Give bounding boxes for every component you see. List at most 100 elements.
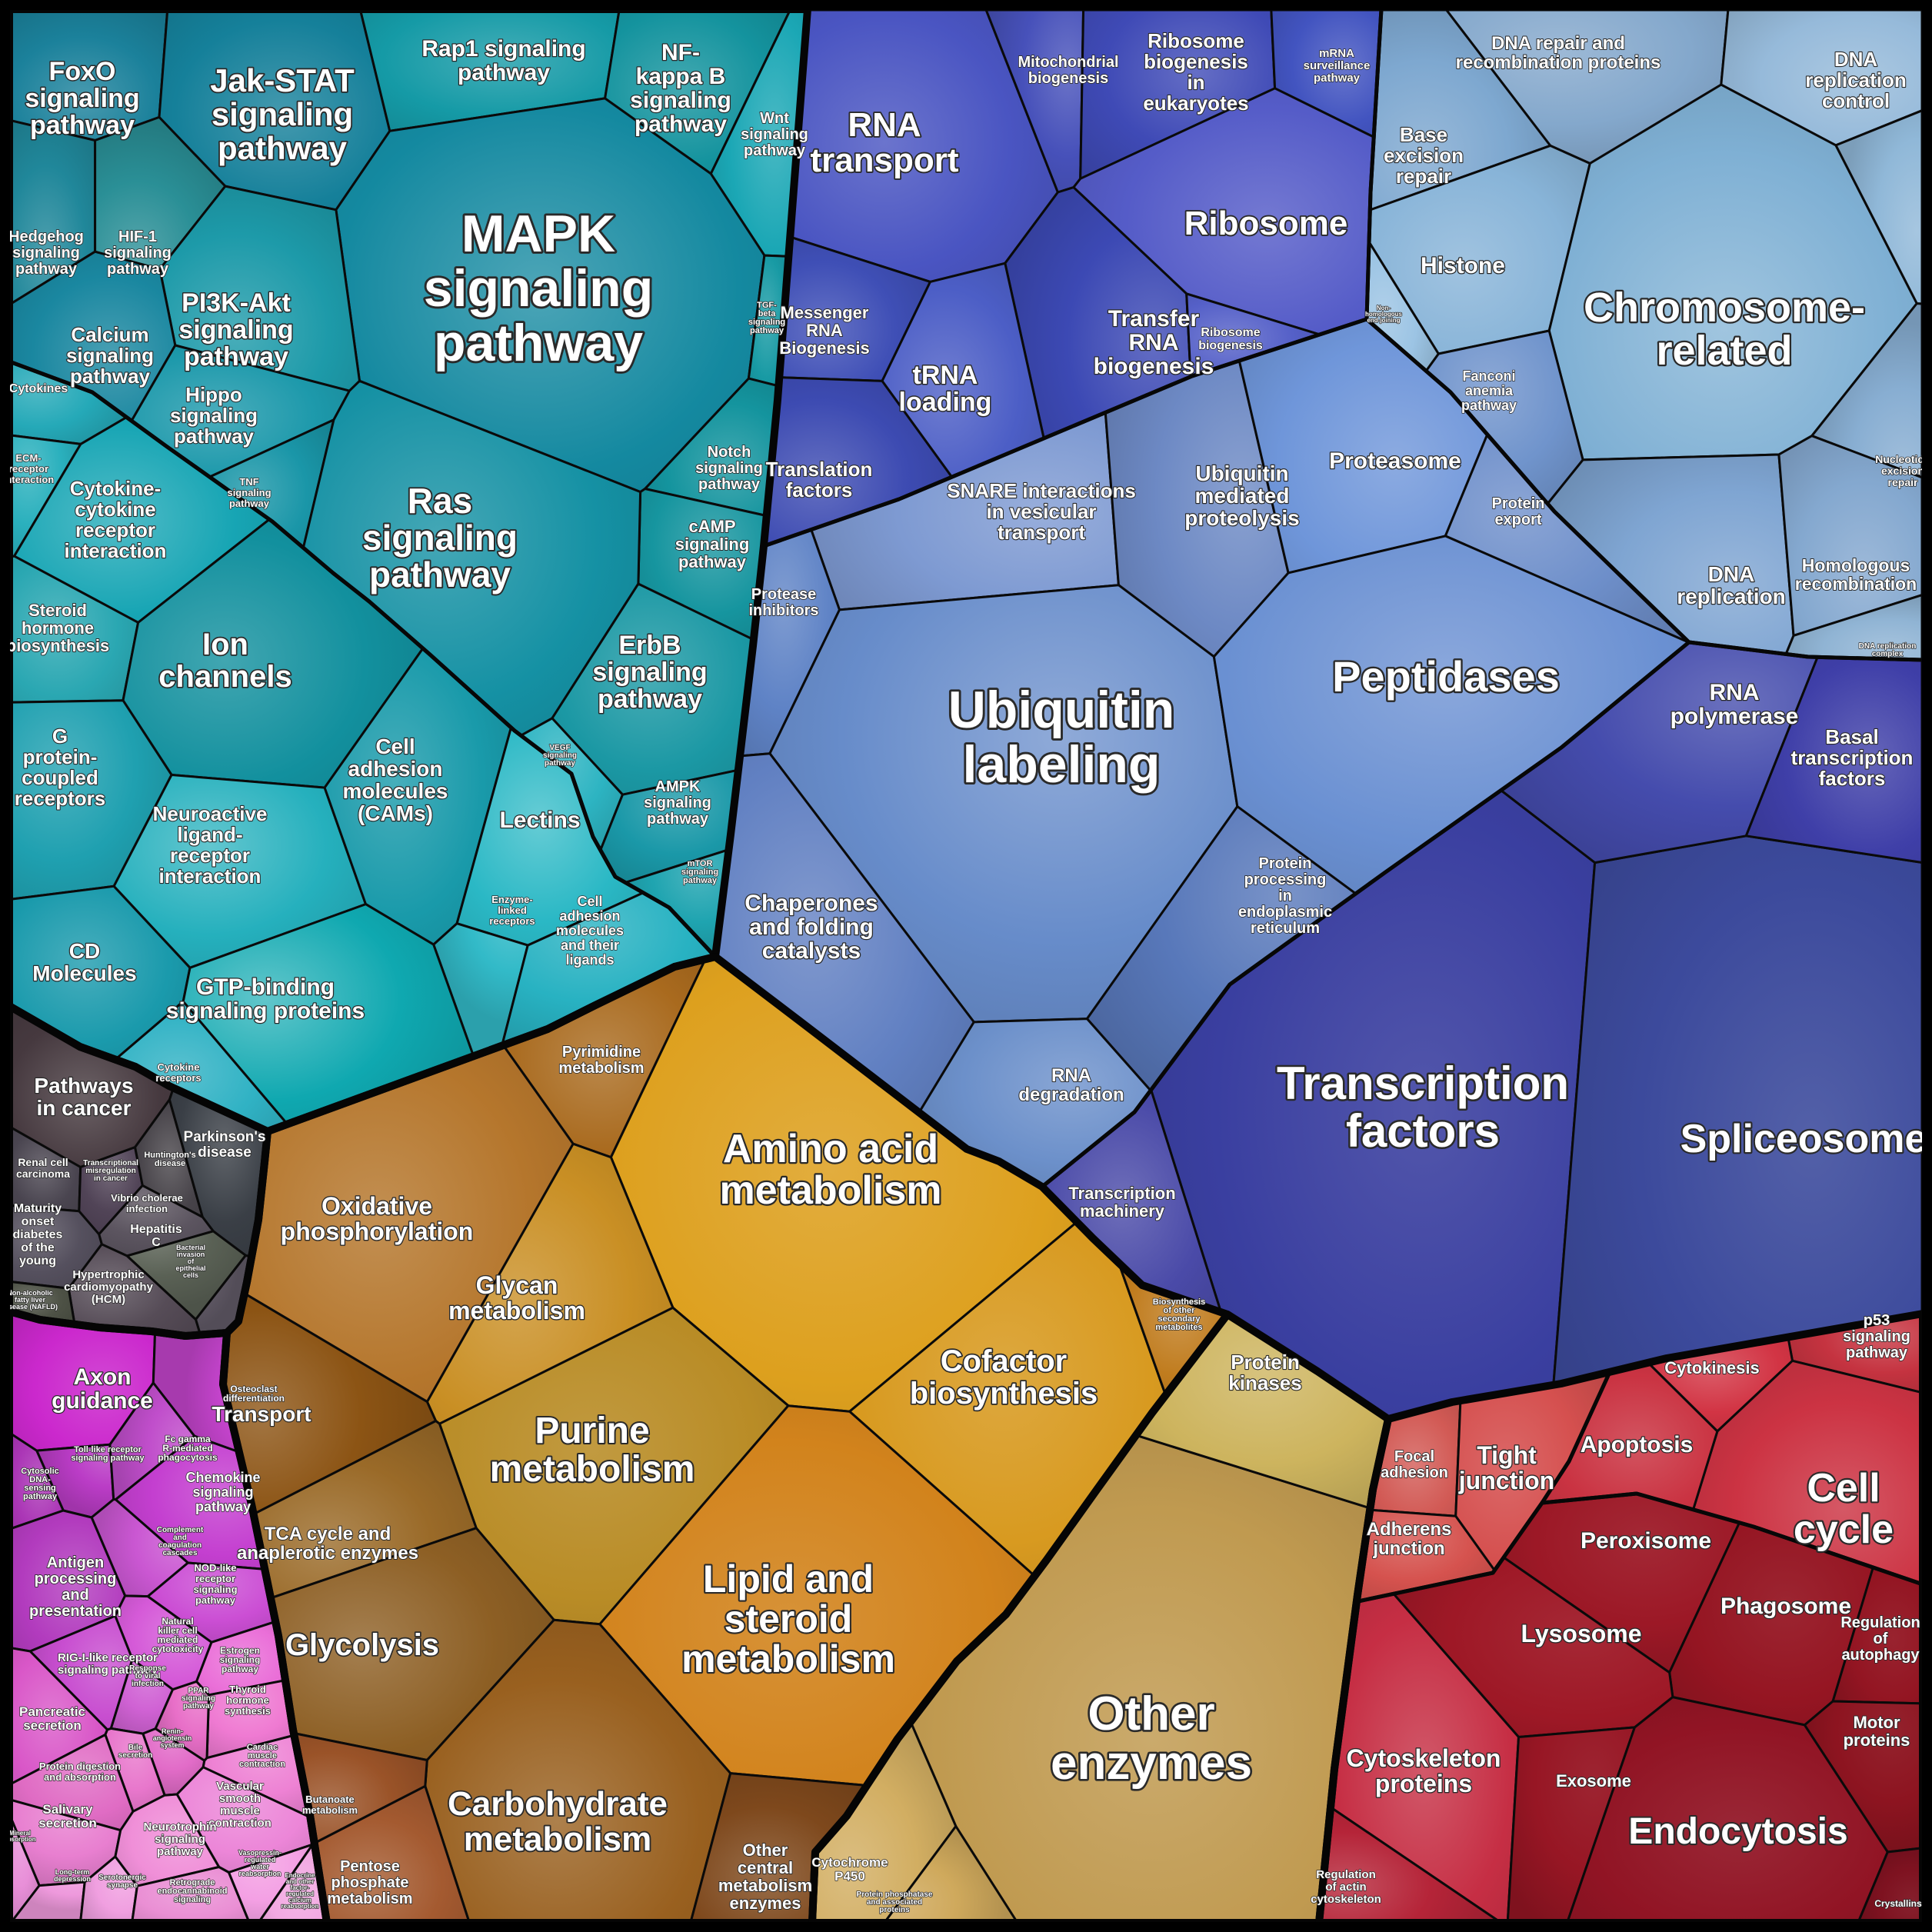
svg-text:Histone: Histone (1421, 253, 1505, 278)
svg-text:Peroxisome: Peroxisome (1581, 1528, 1711, 1554)
svg-text:Chromosome-related: Chromosome-related (1584, 285, 1865, 374)
svg-text:Phagosome: Phagosome (1720, 1594, 1851, 1619)
svg-text:Lysosome: Lysosome (1521, 1620, 1641, 1647)
svg-text:Endocytosis: Endocytosis (1628, 1811, 1847, 1852)
svg-text:Lectins: Lectins (499, 808, 580, 833)
svg-text:Cytokinesis: Cytokinesis (1664, 1358, 1760, 1377)
svg-text:Glycolysis: Glycolysis (285, 1628, 439, 1662)
svg-text:Peptidases: Peptidases (1332, 652, 1560, 701)
svg-text:Cytokines: Cytokines (9, 382, 68, 395)
svg-text:Proteasome: Proteasome (1329, 448, 1461, 474)
svg-text:Ribosome: Ribosome (1184, 205, 1348, 242)
svg-text:Crystallins: Crystallins (1874, 1898, 1922, 1909)
svg-text:Apoptosis: Apoptosis (1581, 1432, 1694, 1457)
svg-text:Transport: Transport (212, 1402, 311, 1426)
